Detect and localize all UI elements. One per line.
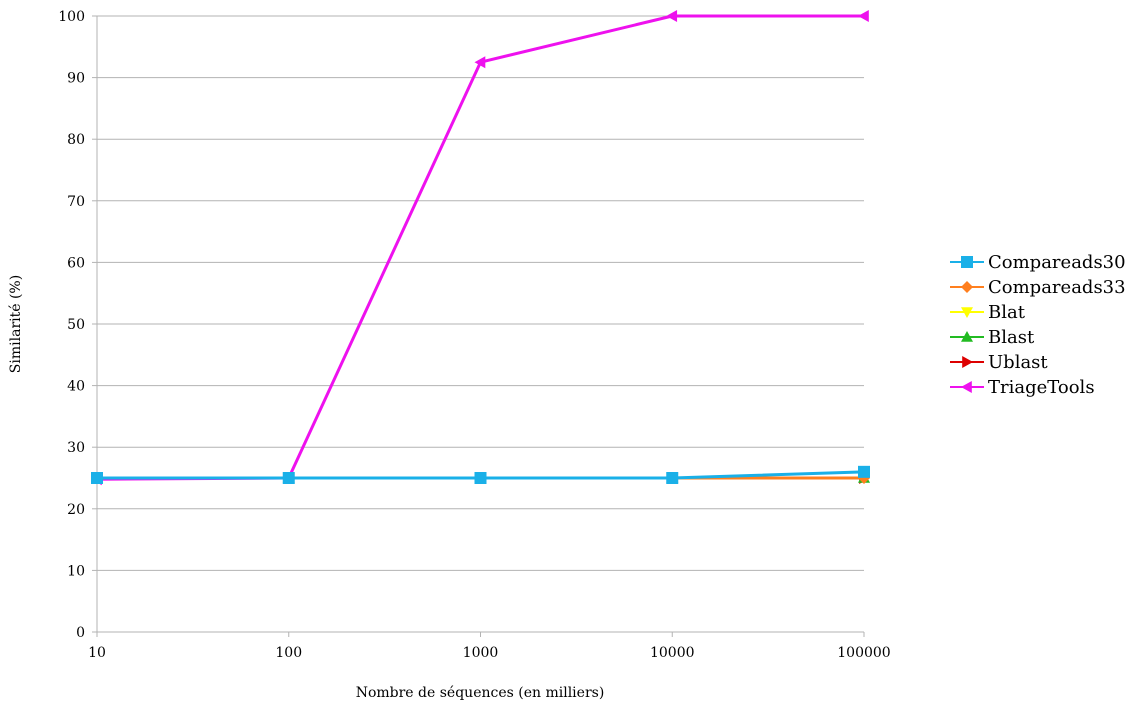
y-tick-label: 40 <box>67 379 85 395</box>
data-point <box>858 465 870 478</box>
legend-label: Ublast <box>988 352 1048 373</box>
legend-item: Blast <box>950 327 1035 348</box>
data-point <box>858 10 869 22</box>
data-point <box>962 356 973 368</box>
data-point <box>666 472 679 484</box>
x-tick-label: 10 <box>88 645 106 661</box>
x-tick-label: 1000 <box>463 645 499 661</box>
x-axis-ticks: 10 100 1000 10000 100000 <box>88 632 891 661</box>
y-tick-label: 80 <box>67 132 85 148</box>
data-point <box>474 56 486 69</box>
data-point <box>666 10 678 22</box>
data-point <box>961 307 973 318</box>
data-point <box>474 472 487 484</box>
legend-item: Compareads30 <box>950 252 1126 273</box>
x-tick-label: 100000 <box>837 645 890 661</box>
legend-item: Ublast <box>950 352 1048 373</box>
legend-label: Blat <box>988 302 1026 323</box>
legend-label: TriageTools <box>988 377 1095 398</box>
legend-label: Compareads33 <box>988 277 1126 298</box>
y-tick-label: 50 <box>67 317 85 333</box>
x-tick-label: 10000 <box>650 645 695 661</box>
y-tick-label: 70 <box>67 194 85 210</box>
legend: Compareads30 Compareads33 Blat Blast Ublast T… <box>950 252 1126 398</box>
series-triagetools <box>91 10 869 486</box>
y-tick-label: 20 <box>67 502 85 518</box>
data-point <box>961 381 972 393</box>
y-tick-label: 10 <box>67 563 85 579</box>
data-point <box>91 472 103 484</box>
x-tick-label: 100 <box>275 645 302 661</box>
data-point <box>961 256 973 268</box>
y-tick-label: 90 <box>67 71 85 87</box>
series-compareads30 <box>91 465 870 484</box>
legend-item: TriageTools <box>950 377 1095 398</box>
y-axis-label: Similarité (%) <box>8 275 24 373</box>
legend-label: Compareads30 <box>988 252 1126 273</box>
legend-item: Blat <box>950 302 1026 323</box>
y-tick-label: 0 <box>76 625 85 641</box>
data-point <box>961 331 973 342</box>
series-layer <box>91 10 870 486</box>
x-axis-label: Nombre de séquences (en milliers) <box>356 685 605 701</box>
data-point <box>282 472 295 484</box>
series-line <box>96 14 864 481</box>
y-tick-label: 100 <box>58 9 85 25</box>
y-axis-ticks: 0 10 20 30 40 50 60 70 80 90 100 <box>58 9 97 641</box>
y-tick-label: 60 <box>67 255 85 271</box>
y-tick-label: 30 <box>67 440 85 456</box>
legend-item: Compareads33 <box>950 277 1126 298</box>
gridlines <box>97 15 864 571</box>
data-point <box>961 281 973 293</box>
legend-label: Blast <box>988 327 1035 348</box>
